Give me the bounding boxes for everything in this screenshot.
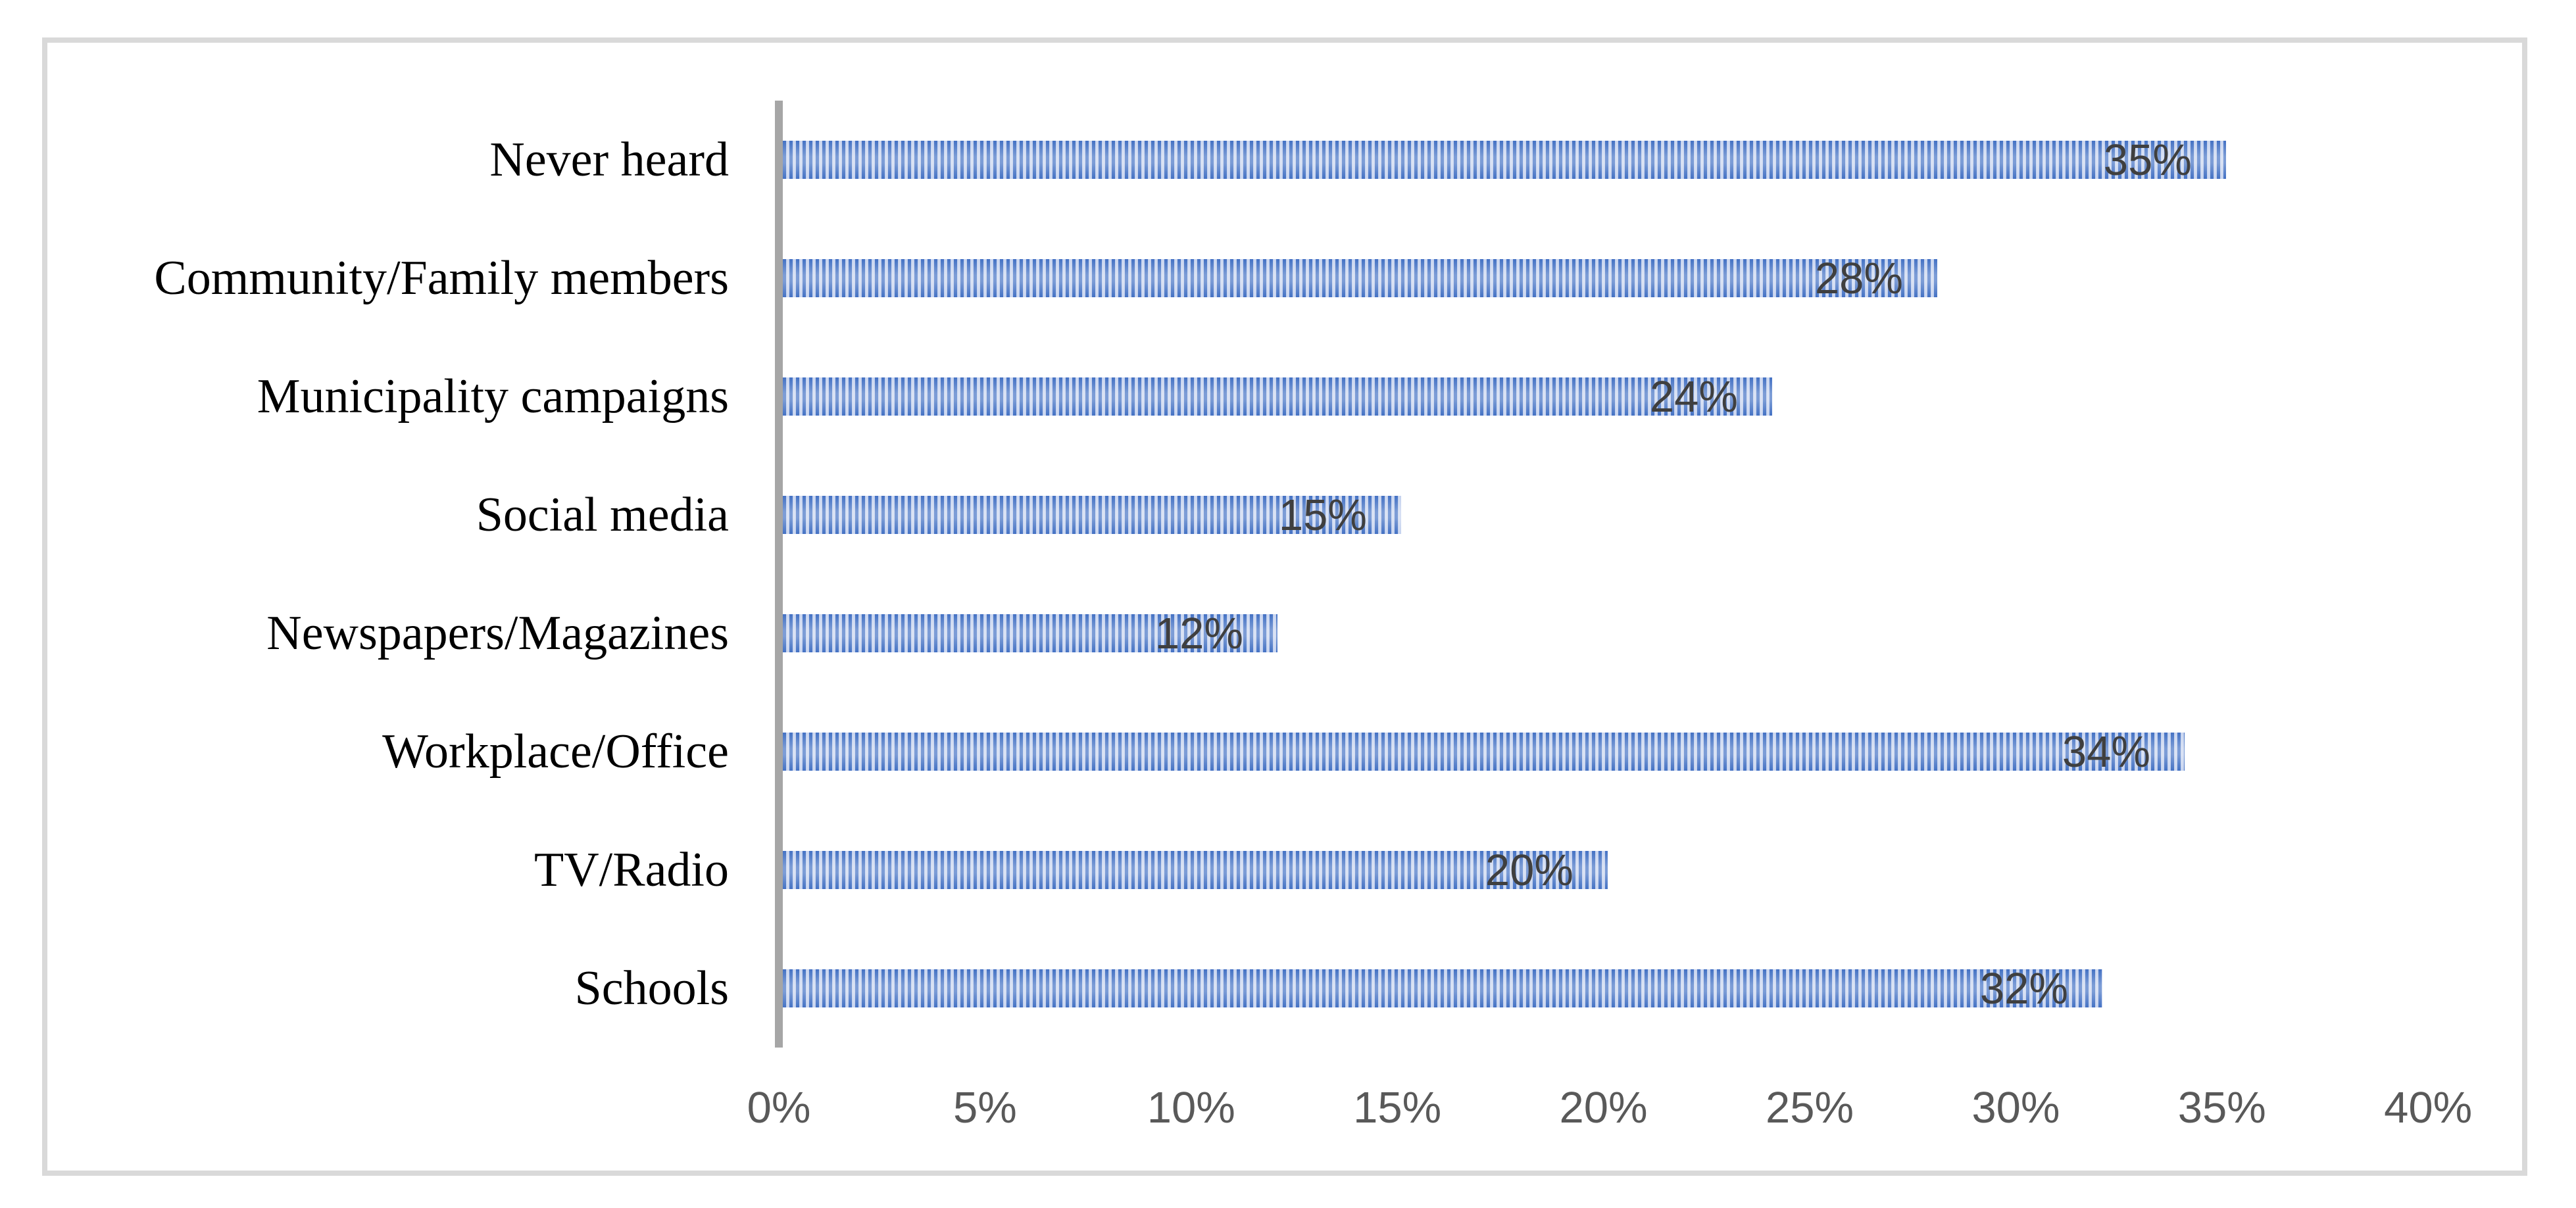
x-tick-label: 20%	[1559, 1083, 1648, 1132]
data-label: 20%	[1485, 845, 1573, 895]
bar-social-media	[783, 496, 1401, 534]
bar-tv-radio	[783, 851, 1608, 889]
bar-workplace-office	[783, 733, 2185, 771]
category-label: Schools	[574, 961, 729, 1015]
bar-schools	[783, 969, 2102, 1007]
data-label: 28%	[1814, 253, 1903, 303]
x-tick-label: 0%	[747, 1083, 811, 1132]
bar-never-heard	[783, 141, 2226, 179]
data-label: 35%	[2103, 135, 2192, 185]
category-label: Newspapers/Magazines	[266, 606, 729, 660]
x-tick-label: 5%	[953, 1083, 1017, 1132]
category-label: Workplace/Office	[382, 725, 729, 779]
x-tick-label: 15%	[1353, 1083, 1442, 1132]
category-label: Social media	[476, 488, 729, 542]
category-label: Community/Family members	[154, 251, 729, 305]
x-tick-label: 35%	[2177, 1083, 2266, 1132]
data-label: 15%	[1278, 490, 1367, 540]
x-tick-label: 30%	[1971, 1083, 2060, 1132]
bar-community-family-members	[783, 259, 1937, 297]
x-tick-label: 10%	[1147, 1083, 1235, 1132]
data-label: 34%	[2062, 727, 2150, 777]
y-axis-line	[775, 101, 783, 1048]
category-label: Never heard	[489, 133, 729, 187]
bar-newspapers-magazines	[783, 614, 1277, 652]
x-tick-label: 40%	[2384, 1083, 2473, 1132]
data-label: 12%	[1154, 608, 1243, 658]
x-tick-label: 25%	[1765, 1083, 1854, 1132]
data-label: 32%	[1979, 963, 2068, 1013]
category-label: Municipality campaigns	[257, 370, 729, 423]
data-label: 24%	[1649, 372, 1738, 422]
category-label: TV/Radio	[534, 843, 729, 897]
bar-municipality-campaigns	[783, 377, 1772, 416]
